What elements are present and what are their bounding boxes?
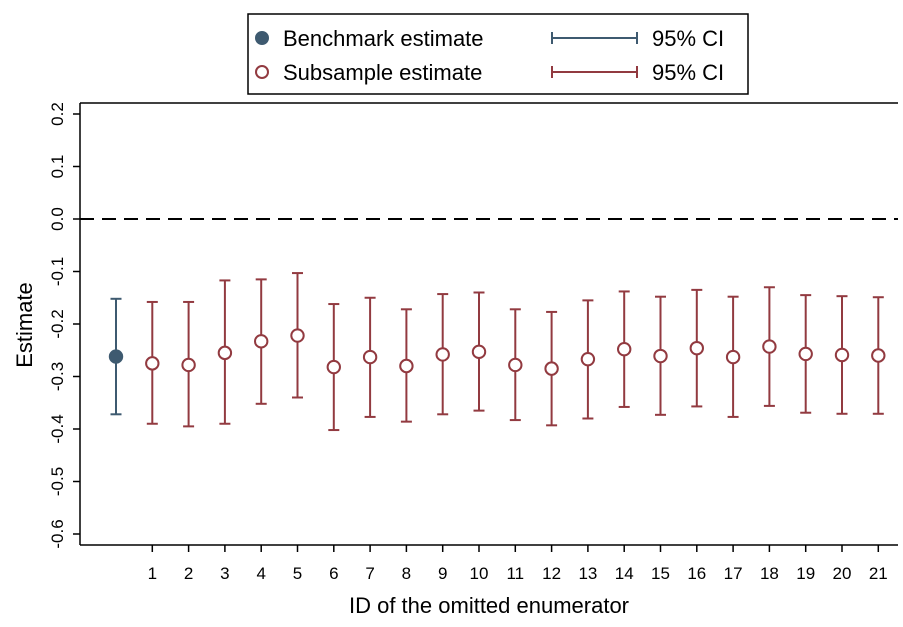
- y-axis-title: Estimate: [12, 282, 37, 368]
- x-tick-label: 15: [651, 564, 670, 583]
- x-tick-label: 21: [869, 564, 888, 583]
- x-tick-label: 5: [293, 564, 302, 583]
- subsample-point: [181, 357, 196, 373]
- y-tick-label: -0.3: [48, 362, 67, 391]
- benchmark-legend-ci-label: 95% CI: [652, 26, 724, 51]
- x-tick-label: 16: [687, 564, 706, 583]
- data-layer: [108, 272, 886, 432]
- legend-box: [247, 13, 749, 95]
- subsample-legend-ci-label: 95% CI: [652, 60, 724, 85]
- subsample-legend-label: Subsample estimate: [283, 60, 482, 85]
- subsample-legend-marker: [255, 65, 269, 79]
- subsample-point: [689, 340, 704, 356]
- y-tick-label: 0.2: [48, 102, 67, 126]
- x-axis-title: ID of the omitted enumerator: [349, 593, 629, 618]
- subsample-point: [580, 351, 596, 367]
- subsample-point: [362, 349, 378, 365]
- subsample-point: [145, 356, 160, 371]
- benchmark-legend-label: Benchmark estimate: [283, 26, 484, 51]
- subsample-point: [326, 359, 341, 375]
- x-tick-label: 20: [833, 564, 852, 583]
- subsample-point: [798, 346, 813, 362]
- y-tick-label: -0.2: [48, 309, 67, 338]
- x-tick-label: 12: [542, 564, 561, 583]
- y-tick-label: 0.0: [48, 207, 67, 231]
- x-tick-label: 17: [724, 564, 743, 583]
- benchmark-legend-marker: [255, 31, 269, 45]
- x-tick-label: 18: [760, 564, 779, 583]
- x-tick-label: 8: [402, 564, 411, 583]
- subsample-point: [617, 342, 632, 357]
- x-tick-label: 6: [329, 564, 338, 583]
- x-tick-label: 14: [615, 564, 634, 583]
- x-tick-label: 7: [365, 564, 374, 583]
- x-tick-label: 13: [578, 564, 597, 583]
- subsample-point: [725, 349, 741, 365]
- subsample-point: [871, 348, 886, 363]
- x-tick-label: 1: [148, 564, 157, 583]
- x-tick-label: 3: [220, 564, 229, 583]
- benchmark-point: [108, 349, 124, 364]
- benchmark-legend-ci: [551, 32, 638, 44]
- subsample-point: [508, 357, 523, 373]
- subsample-point: [290, 328, 305, 343]
- y-tick-label: -0.1: [48, 257, 67, 286]
- y-tick-label: -0.5: [48, 467, 67, 496]
- subsample-point: [762, 339, 777, 354]
- x-tick-label: 19: [796, 564, 815, 583]
- subsample-point: [653, 348, 668, 364]
- y-tick-label: -0.6: [48, 519, 67, 548]
- subsample-point: [544, 361, 559, 376]
- x-tick-label: 2: [184, 564, 193, 583]
- subsample-point: [399, 358, 414, 374]
- y-tick-label: -0.4: [48, 414, 67, 443]
- subsample-point: [834, 347, 850, 363]
- x-tick-label: 10: [470, 564, 489, 583]
- legend: Benchmark estimate 95% CI Subsample esti…: [247, 13, 749, 95]
- y-tick-label: 0.1: [48, 155, 67, 179]
- subsample-point: [435, 347, 450, 362]
- grid-layer: 0.20.10.0-0.1-0.2-0.3-0.4-0.5-0.61 2 3 4 5 6 7…: [48, 102, 898, 583]
- x-tick-label: 4: [256, 564, 265, 583]
- subsample-point: [217, 345, 233, 361]
- subsample-point: [471, 344, 487, 360]
- x-tick-label: 9: [438, 564, 447, 583]
- subsample-legend-ci: [551, 66, 638, 78]
- subsample-point: [254, 334, 269, 349]
- x-tick-label: 11: [506, 564, 524, 583]
